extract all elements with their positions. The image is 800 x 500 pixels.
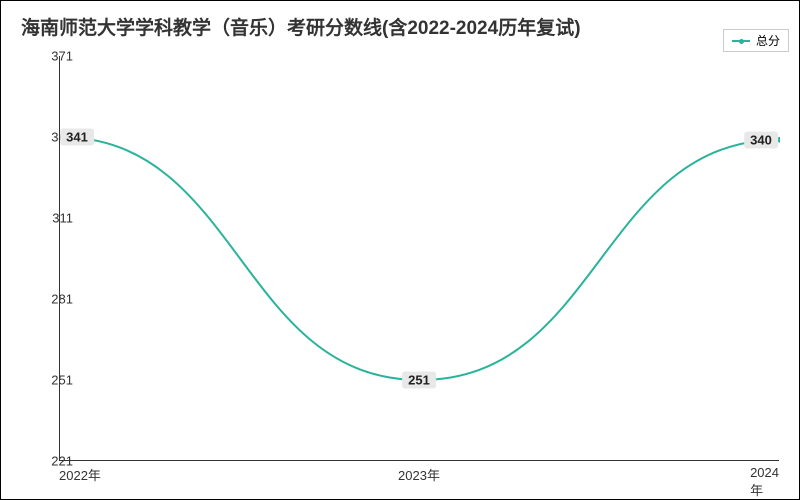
data-label: 341 bbox=[60, 129, 94, 146]
ytick-label: 281 bbox=[51, 292, 73, 307]
ytick-label: 251 bbox=[51, 373, 73, 388]
data-label: 340 bbox=[744, 131, 778, 148]
plot-area bbox=[59, 56, 779, 461]
legend-dot bbox=[739, 39, 744, 44]
legend-label: 总分 bbox=[756, 32, 780, 49]
xtick-label: 2024年 bbox=[750, 465, 779, 499]
ytick-label: 311 bbox=[52, 211, 73, 226]
chart-container: 海南师范大学学科教学（音乐）考研分数线(含2022-2024历年复试) 总分 2… bbox=[0, 0, 800, 500]
xtick-label: 2023年 bbox=[398, 465, 440, 484]
legend-line bbox=[732, 40, 750, 42]
line-svg bbox=[60, 56, 780, 461]
xtick-label: 2022年 bbox=[59, 465, 101, 484]
ytick-label: 371 bbox=[51, 49, 73, 64]
chart-title: 海南师范大学学科教学（音乐）考研分数线(含2022-2024历年复试) bbox=[21, 13, 581, 40]
data-label: 251 bbox=[402, 372, 436, 389]
legend: 总分 bbox=[723, 29, 789, 52]
